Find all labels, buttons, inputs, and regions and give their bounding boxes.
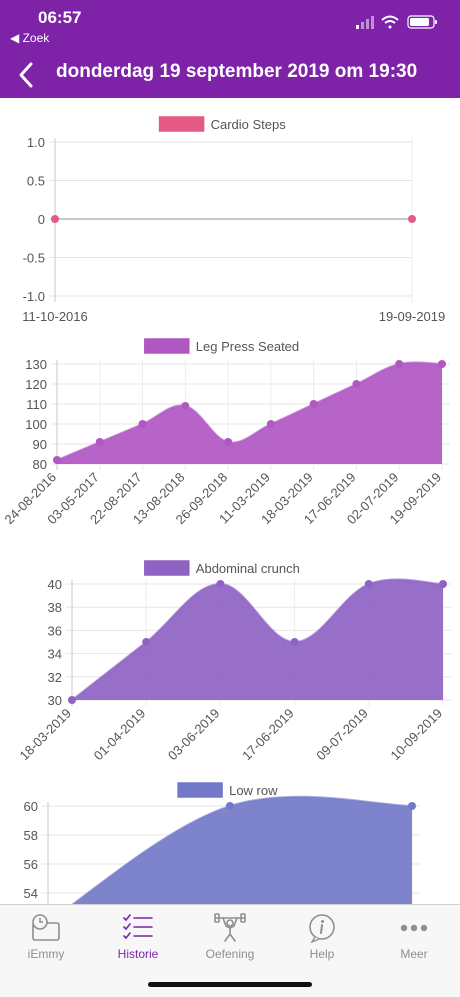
y-tick-label: 34 — [48, 647, 62, 662]
y-tick-label: 90 — [33, 437, 47, 452]
data-point — [95, 438, 104, 446]
y-tick-label: -0.5 — [23, 251, 45, 266]
data-point — [216, 580, 225, 588]
data-point — [181, 402, 190, 410]
x-tick-label: 19-09-2019 — [379, 309, 446, 324]
chevron-left-icon — [19, 62, 33, 88]
page-title: donderdag 19 september 2019 om 19:30 — [56, 61, 418, 82]
legend-label: Cardio Steps — [211, 117, 287, 132]
x-tick-label: 18-03-2019 — [16, 706, 74, 764]
weightlifter-icon — [214, 913, 246, 942]
y-tick-label: 100 — [25, 417, 47, 432]
y-tick-label: 1.0 — [27, 135, 45, 150]
data-point — [53, 456, 61, 464]
more-dots-icon — [400, 924, 428, 932]
tab-label: Help — [309, 947, 335, 961]
y-tick-label: -1.0 — [23, 289, 45, 304]
y-tick-label: 30 — [48, 693, 62, 708]
back-to-app-link[interactable]: ◀ Zoek — [10, 31, 50, 45]
status-icons — [356, 15, 437, 29]
y-tick-label: 0.5 — [27, 174, 45, 189]
legend-swatch — [177, 782, 223, 798]
chart-low-row: Low row 60 58 56 54 — [24, 782, 420, 904]
battery-icon — [407, 15, 437, 29]
legend-swatch — [158, 116, 205, 132]
wifi-icon — [381, 15, 399, 29]
chart-cardio-steps: Cardio Steps 1.0 0.5 0 -0.5 -1.0 11-10-2016 19-… — [22, 116, 446, 324]
tab-iemmy[interactable]: iEmmy — [0, 911, 92, 961]
tab-help[interactable]: Help — [276, 911, 368, 961]
data-point — [395, 360, 404, 368]
y-tick-label: 40 — [48, 577, 62, 592]
header: 06:57 ◀ Zoek donderdag 19 september 2019… — [0, 0, 460, 98]
data-point — [408, 215, 416, 223]
y-tick-label: 58 — [24, 828, 38, 843]
y-tick-label: 80 — [33, 457, 47, 472]
y-tick-label: 130 — [25, 357, 47, 372]
data-point — [224, 438, 233, 446]
status-time: 06:57 — [38, 8, 82, 27]
home-indicator — [148, 982, 312, 987]
data-point — [438, 360, 446, 368]
x-tick-label: 11-10-2016 — [22, 309, 88, 324]
history-charts[interactable]: Cardio Steps 1.0 0.5 0 -0.5 -1.0 11-10-2016 19-… — [0, 98, 460, 904]
data-point — [439, 580, 447, 588]
y-tick-label: 120 — [25, 377, 47, 392]
y-tick-label: 60 — [24, 799, 38, 814]
data-point — [226, 802, 234, 810]
data-point — [142, 638, 151, 646]
series-area — [57, 362, 442, 464]
series-line — [56, 361, 443, 461]
data-point — [364, 580, 373, 588]
data-point — [266, 420, 275, 428]
y-tick-label: 0 — [38, 212, 45, 227]
x-tick-label: 09-07-2019 — [313, 706, 371, 764]
data-point — [408, 802, 416, 810]
chart-leg-press-seated: Leg Press Seated130120110100908024-08-20… — [1, 338, 450, 527]
x-tick-label: 17-06-2019 — [239, 706, 297, 764]
legend-label: Low row — [229, 783, 278, 798]
y-tick-label: 56 — [24, 857, 38, 872]
tab-meer[interactable]: Meer — [368, 911, 460, 961]
x-tick-label: 10-09-2019 — [387, 706, 445, 764]
legend-label: Abdominal crunch — [196, 561, 300, 576]
info-icon — [309, 914, 335, 943]
tab-label: Oefening — [205, 947, 255, 961]
data-point — [68, 696, 76, 704]
cellular-signal-icon — [356, 16, 374, 29]
tab-oefening[interactable]: Oefening — [184, 911, 276, 961]
y-tick-label: 32 — [48, 670, 62, 685]
data-point — [290, 638, 299, 646]
tab-historie[interactable]: Historie — [92, 911, 184, 961]
series-area — [72, 579, 443, 700]
tab-bar: iEmmy Historie — [0, 904, 460, 997]
legend-swatch — [144, 338, 190, 354]
y-tick-label: 38 — [48, 600, 62, 615]
tab-label: Meer — [400, 947, 428, 961]
series-area — [73, 796, 412, 904]
back-app-label: Zoek — [22, 31, 50, 45]
back-button[interactable] — [12, 60, 42, 90]
y-tick-label: 36 — [48, 623, 62, 638]
clock-screen-icon — [32, 914, 60, 941]
x-tick-label: 01-04-2019 — [91, 706, 149, 764]
y-tick-label: 54 — [24, 886, 38, 901]
legend-swatch — [144, 560, 190, 576]
legend-label: Leg Press Seated — [196, 339, 299, 354]
data-point — [51, 215, 59, 223]
data-point — [352, 380, 361, 388]
y-tick-label: 110 — [26, 397, 47, 412]
data-point — [138, 420, 147, 428]
checklist-icon — [123, 914, 153, 940]
tab-label: Historie — [117, 947, 159, 961]
data-point — [309, 400, 318, 408]
x-tick-label: 03-06-2019 — [165, 706, 223, 764]
tab-label: iEmmy — [27, 947, 65, 961]
